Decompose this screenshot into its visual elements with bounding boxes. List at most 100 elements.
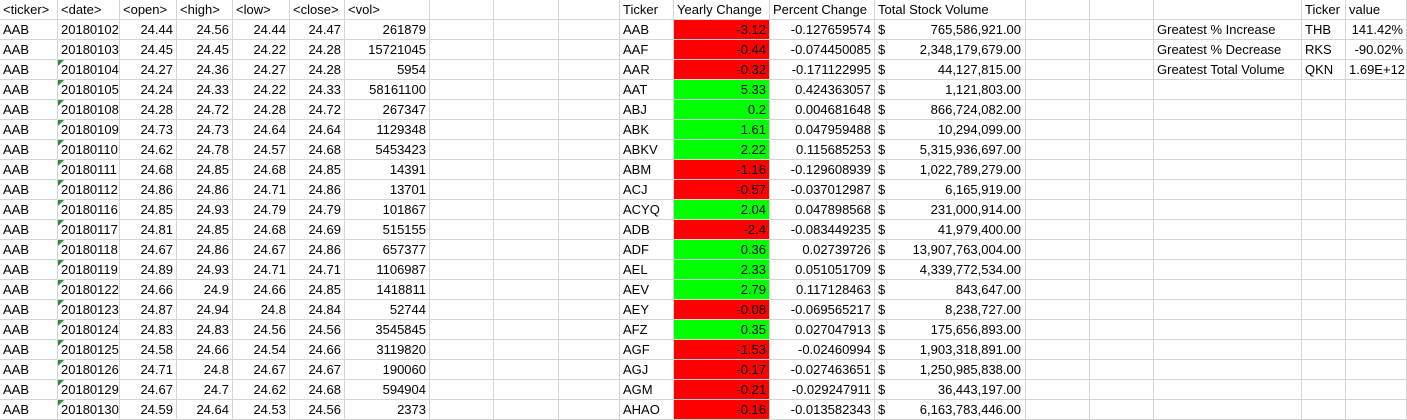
- column-header[interactable]: <vol>: [345, 0, 430, 20]
- vol-cell[interactable]: 594904: [345, 380, 430, 400]
- empty-cell[interactable]: [1090, 400, 1154, 420]
- percent-change-cell[interactable]: 0.047898568: [770, 200, 875, 220]
- empty-cell[interactable]: [494, 380, 559, 400]
- empty-cell[interactable]: [1026, 140, 1090, 160]
- empty-cell[interactable]: [494, 20, 559, 40]
- ticker-cell[interactable]: AAB: [0, 400, 58, 420]
- close-cell[interactable]: 24.56: [290, 400, 345, 420]
- yearly-change-cell[interactable]: -3.12: [674, 20, 770, 40]
- close-cell[interactable]: 24.33: [290, 80, 345, 100]
- empty-cell[interactable]: [494, 160, 559, 180]
- empty-cell[interactable]: [559, 60, 620, 80]
- close-cell[interactable]: 24.68: [290, 380, 345, 400]
- ticker-cell[interactable]: AAB: [0, 320, 58, 340]
- empty-cell[interactable]: [1090, 200, 1154, 220]
- high-cell[interactable]: 24.33: [177, 80, 233, 100]
- total-volume-cell[interactable]: $6,163,783,446.00: [875, 400, 1026, 420]
- empty-cell[interactable]: [1026, 260, 1090, 280]
- close-cell[interactable]: 24.72: [290, 100, 345, 120]
- empty-cell[interactable]: [430, 180, 494, 200]
- summary-ticker-cell[interactable]: AGF: [620, 340, 674, 360]
- empty-cell[interactable]: [430, 280, 494, 300]
- close-cell[interactable]: 24.85: [290, 160, 345, 180]
- empty-cell[interactable]: [430, 240, 494, 260]
- empty-cell[interactable]: [1346, 380, 1407, 400]
- open-cell[interactable]: 24.58: [120, 340, 177, 360]
- ticker-cell[interactable]: AAB: [0, 160, 58, 180]
- summary-ticker-cell[interactable]: AEY: [620, 300, 674, 320]
- date-cell[interactable]: 20180104: [58, 60, 120, 80]
- column-header[interactable]: <date>: [58, 0, 120, 20]
- empty-cell[interactable]: [559, 0, 620, 20]
- low-cell[interactable]: 24.79: [233, 200, 290, 220]
- vol-cell[interactable]: 14391: [345, 160, 430, 180]
- total-volume-cell[interactable]: $1,903,318,891.00: [875, 340, 1026, 360]
- empty-cell[interactable]: [430, 260, 494, 280]
- yearly-change-cell[interactable]: 2.79: [674, 280, 770, 300]
- high-cell[interactable]: 24.83: [177, 320, 233, 340]
- open-cell[interactable]: 24.44: [120, 20, 177, 40]
- summary-header[interactable]: Total Stock Volume: [875, 0, 1026, 20]
- close-cell[interactable]: 24.84: [290, 300, 345, 320]
- high-cell[interactable]: 24.72: [177, 100, 233, 120]
- empty-cell[interactable]: [559, 140, 620, 160]
- column-header[interactable]: <low>: [233, 0, 290, 20]
- empty-cell[interactable]: [1154, 400, 1302, 420]
- empty-cell[interactable]: [1154, 240, 1302, 260]
- high-cell[interactable]: 24.78: [177, 140, 233, 160]
- vol-cell[interactable]: 3545845: [345, 320, 430, 340]
- vol-cell[interactable]: 1418811: [345, 280, 430, 300]
- high-cell[interactable]: 24.94: [177, 300, 233, 320]
- vol-cell[interactable]: 657377: [345, 240, 430, 260]
- empty-cell[interactable]: [559, 260, 620, 280]
- empty-cell[interactable]: [559, 400, 620, 420]
- ticker-cell[interactable]: AAB: [0, 140, 58, 160]
- ticker-cell[interactable]: AAB: [0, 100, 58, 120]
- open-cell[interactable]: 24.45: [120, 40, 177, 60]
- empty-cell[interactable]: [1154, 140, 1302, 160]
- low-cell[interactable]: 24.27: [233, 60, 290, 80]
- empty-cell[interactable]: [494, 100, 559, 120]
- empty-cell[interactable]: [494, 280, 559, 300]
- empty-cell[interactable]: [1154, 260, 1302, 280]
- open-cell[interactable]: 24.28: [120, 100, 177, 120]
- low-cell[interactable]: 24.53: [233, 400, 290, 420]
- yearly-change-cell[interactable]: -1.16: [674, 160, 770, 180]
- total-volume-cell[interactable]: $1,250,985,838.00: [875, 360, 1026, 380]
- empty-cell[interactable]: [430, 100, 494, 120]
- yearly-change-cell[interactable]: -1.53: [674, 340, 770, 360]
- empty-cell[interactable]: [494, 200, 559, 220]
- date-cell[interactable]: 20180112: [58, 180, 120, 200]
- empty-cell[interactable]: [1026, 20, 1090, 40]
- total-volume-cell[interactable]: $5,315,936,697.00: [875, 140, 1026, 160]
- column-header[interactable]: <close>: [290, 0, 345, 20]
- empty-cell[interactable]: [1026, 300, 1090, 320]
- greatest-label-cell[interactable]: Greatest % Decrease: [1154, 40, 1302, 60]
- ticker-cell[interactable]: AAB: [0, 80, 58, 100]
- open-cell[interactable]: 24.62: [120, 140, 177, 160]
- total-volume-cell[interactable]: $866,724,082.00: [875, 100, 1026, 120]
- empty-cell[interactable]: [1026, 360, 1090, 380]
- empty-cell[interactable]: [1346, 200, 1407, 220]
- ticker-cell[interactable]: AAB: [0, 340, 58, 360]
- empty-cell[interactable]: [1090, 120, 1154, 140]
- date-cell[interactable]: 20180118: [58, 240, 120, 260]
- low-cell[interactable]: 24.22: [233, 40, 290, 60]
- empty-cell[interactable]: [1026, 280, 1090, 300]
- empty-cell[interactable]: [430, 320, 494, 340]
- total-volume-cell[interactable]: $41,979,400.00: [875, 220, 1026, 240]
- vol-cell[interactable]: 101867: [345, 200, 430, 220]
- empty-cell[interactable]: [494, 0, 559, 20]
- high-cell[interactable]: 24.93: [177, 200, 233, 220]
- empty-cell[interactable]: [494, 40, 559, 60]
- empty-cell[interactable]: [1026, 40, 1090, 60]
- greatest-ticker-cell[interactable]: RKS: [1302, 40, 1346, 60]
- percent-change-cell[interactable]: -0.083449235: [770, 220, 875, 240]
- empty-cell[interactable]: [1090, 220, 1154, 240]
- summary-ticker-cell[interactable]: ABK: [620, 120, 674, 140]
- empty-cell[interactable]: [430, 340, 494, 360]
- close-cell[interactable]: 24.56: [290, 320, 345, 340]
- empty-cell[interactable]: [1090, 340, 1154, 360]
- empty-cell[interactable]: [1154, 200, 1302, 220]
